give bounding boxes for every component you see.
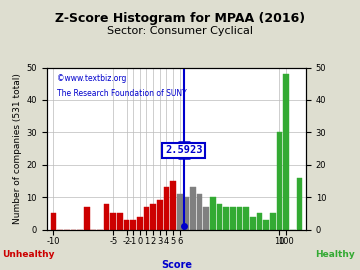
Bar [257,213,262,230]
Bar [250,217,256,230]
Bar [137,217,143,230]
Bar [297,178,302,230]
Text: The Research Foundation of SUNY: The Research Foundation of SUNY [57,89,187,97]
Bar [276,132,282,230]
Text: Sector: Consumer Cyclical: Sector: Consumer Cyclical [107,26,253,36]
Bar [190,187,196,230]
Bar [184,197,189,230]
Bar [150,204,156,230]
Bar [270,213,276,230]
Bar [217,204,222,230]
Bar [203,207,209,229]
Bar [197,194,202,230]
Bar [224,207,229,229]
Text: 2.5923: 2.5923 [165,145,202,155]
Bar [237,207,242,229]
Bar [177,194,183,230]
Bar [230,207,236,229]
Text: ©www.textbiz.org: ©www.textbiz.org [57,74,127,83]
Bar [144,207,149,229]
Y-axis label: Number of companies (531 total): Number of companies (531 total) [13,73,22,224]
X-axis label: Score: Score [161,260,192,270]
Bar [157,200,163,230]
Bar [243,207,249,229]
Bar [104,204,109,230]
Bar [84,207,90,229]
Bar [51,213,56,230]
Bar [170,181,176,230]
Bar [117,213,123,230]
Text: Z-Score Histogram for MPAA (2016): Z-Score Histogram for MPAA (2016) [55,12,305,25]
Bar [111,213,116,230]
Bar [283,74,289,230]
Text: Healthy: Healthy [315,250,355,259]
Bar [263,220,269,229]
Text: Unhealthy: Unhealthy [3,250,55,259]
Bar [124,220,129,229]
Bar [210,197,216,230]
Bar [163,187,169,230]
Bar [130,220,136,229]
